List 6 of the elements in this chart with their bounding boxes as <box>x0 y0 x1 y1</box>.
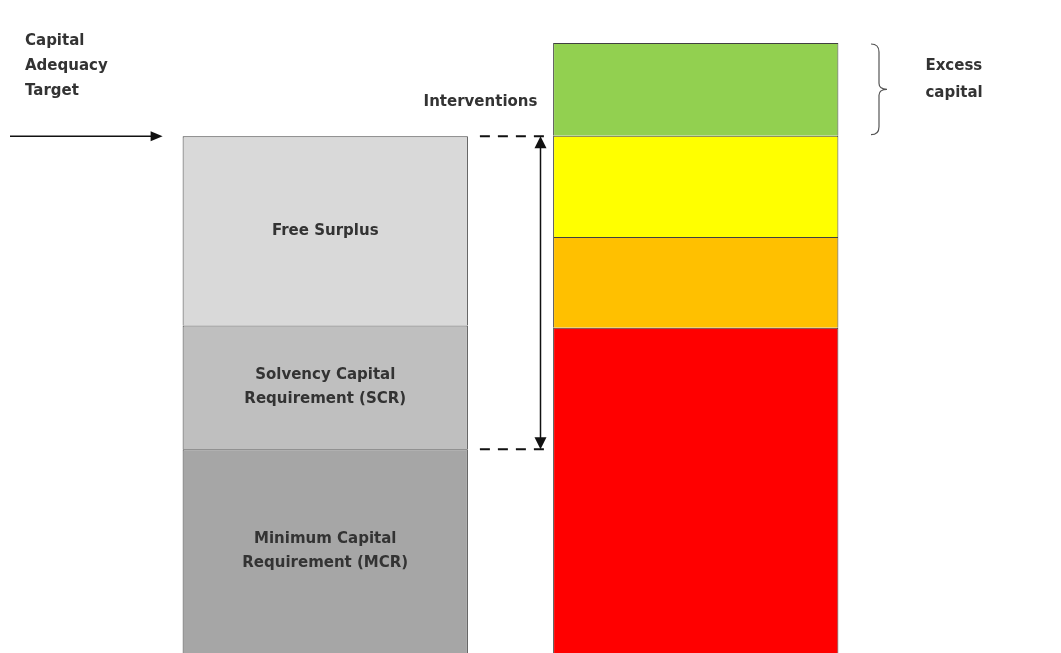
series-label: Free Surplus <box>271 220 379 239</box>
series-label: Solvency Capital Requirement (SCR) <box>244 365 407 408</box>
series-label: Minimum Capital Requirement (MCR) <box>242 529 409 572</box>
annotation: Interventions <box>423 92 538 111</box>
text: Excess capital <box>925 55 983 101</box>
text: Capital Adequacy Target <box>25 31 108 100</box>
